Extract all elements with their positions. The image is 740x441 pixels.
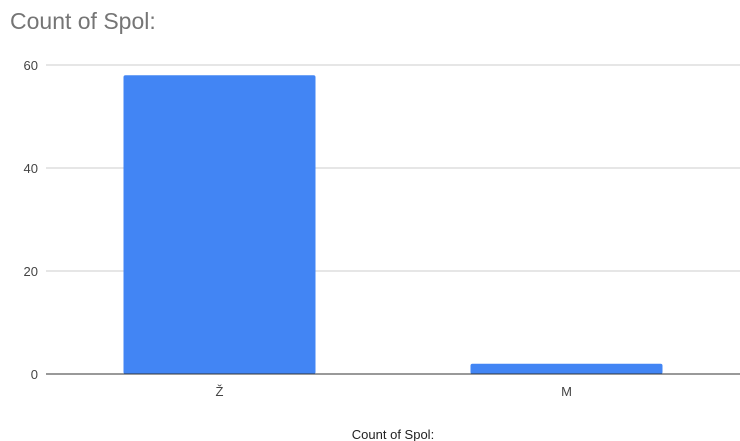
y-tick-label: 0 (31, 367, 38, 382)
x-tick-label: M (561, 384, 572, 399)
y-tick-label: 20 (24, 264, 38, 279)
x-tick-label: Ž (216, 384, 224, 399)
y-tick-label: 60 (24, 58, 38, 73)
bar-0 (123, 75, 316, 375)
y-tick-label: 40 (24, 161, 38, 176)
bar-1 (470, 363, 663, 374)
x-axis-title: Count of Spol: (352, 427, 434, 441)
chart-title: Count of Spol: (10, 8, 156, 34)
